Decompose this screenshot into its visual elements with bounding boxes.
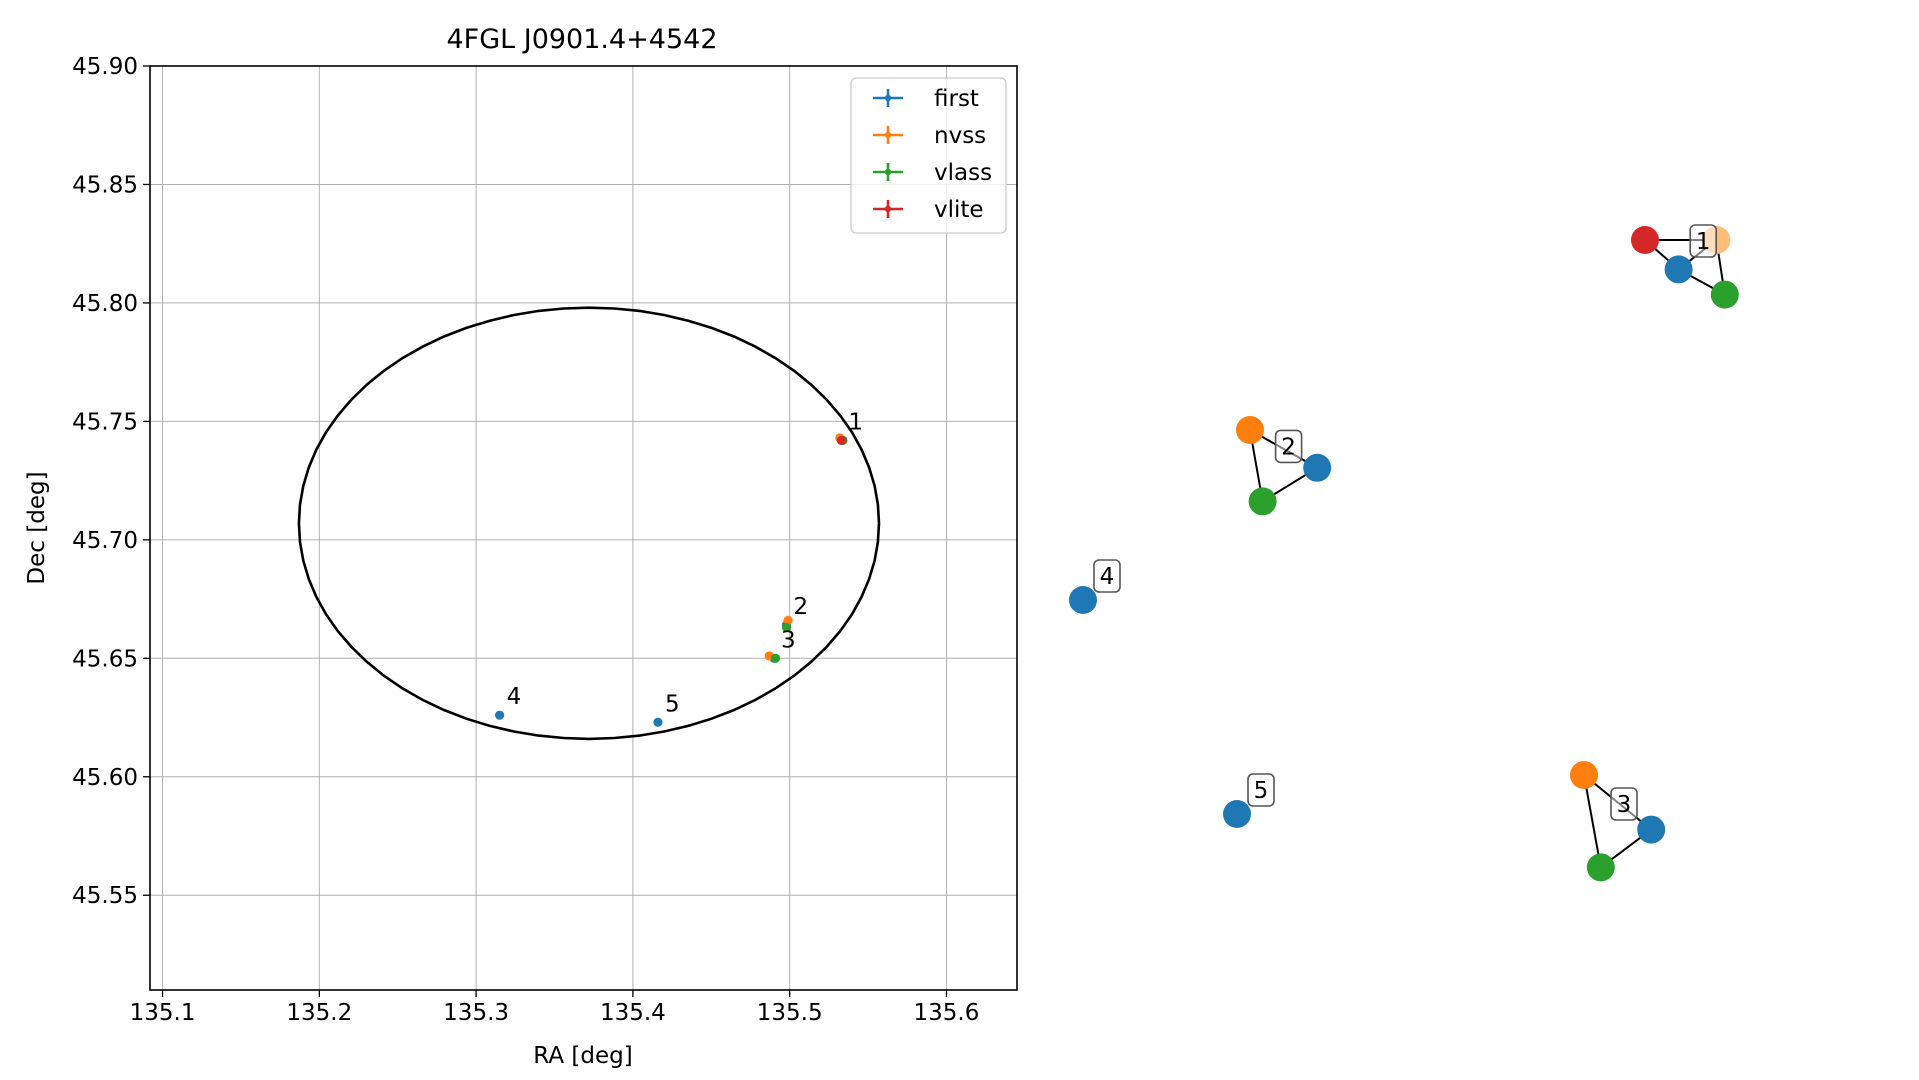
network-node (1303, 453, 1332, 482)
legend-box (850, 77, 1007, 234)
legend: first nvss vlass vlite (850, 77, 1007, 234)
network-edges (1249, 239, 1726, 869)
y-tick-label: 45.75 (72, 409, 138, 435)
network-node (1069, 586, 1097, 614)
source-label-1: 1 (848, 409, 863, 435)
point-first (653, 717, 663, 727)
source-label-3: 3 (781, 627, 796, 653)
point-vlass (781, 622, 792, 633)
localization-ellipse (297, 306, 881, 741)
x-tick-label: 135.1 (130, 1000, 196, 1026)
network-label-box (1274, 429, 1303, 464)
legend-label-first: first (934, 86, 979, 112)
x-tick-label: 135.2 (286, 1000, 352, 1026)
network-label: 2 (1281, 434, 1296, 460)
legend-entries: first nvss vlass vlite (873, 86, 992, 223)
network-label: 4 (1100, 564, 1115, 590)
y-axis-label: Dec [deg] (24, 471, 50, 584)
localization-ellipse-outline (297, 306, 881, 741)
legend-marker-vlass (884, 168, 892, 176)
y-tick-label: 45.90 (72, 54, 138, 80)
network-node (1637, 815, 1666, 844)
point-nvss (783, 615, 793, 626)
y-tick-label: 45.80 (72, 291, 138, 317)
network-label-box (1610, 787, 1638, 821)
chart-title: 4FGL J0901.4+4542 (446, 24, 717, 55)
x-tick-label: 135.4 (600, 1000, 666, 1026)
source-label-4: 4 (507, 684, 522, 710)
y-tick-label: 45.65 (72, 646, 138, 672)
point-vlass (770, 653, 781, 663)
network-node (1248, 487, 1277, 516)
point-first (495, 710, 505, 720)
legend-label-nvss: nvss (934, 123, 986, 149)
y-tick-label: 45.85 (72, 172, 138, 198)
x-axis-ticks: 135.1 135.2 135.3 135.4 135.5 135.6 (130, 990, 980, 1026)
plot-frame (149, 65, 1018, 991)
y-axis-ticks: 45.55 45.60 45.65 45.70 45.75 45.80 45.85 45.90 (72, 54, 150, 909)
legend-marker-nvss (884, 131, 892, 139)
x-axis-label: RA [deg] (533, 1043, 632, 1069)
network-label-box (1247, 773, 1275, 807)
network-nodes (1069, 226, 1739, 882)
y-tick-label: 45.60 (72, 765, 138, 791)
x-tick-label: 135.5 (757, 1000, 823, 1026)
y-tick-label: 45.70 (72, 528, 138, 554)
network-node (1631, 226, 1659, 254)
source-label-5: 5 (665, 691, 680, 717)
y-tick-label: 45.55 (72, 883, 138, 909)
network-node (1586, 853, 1615, 882)
network-label-box (1689, 224, 1717, 258)
source-label-2: 2 (794, 594, 809, 620)
legend-marker-first (884, 94, 892, 102)
network-label-box (1093, 559, 1121, 593)
x-tick-label: 135.6 (914, 1000, 980, 1026)
x-tick-label: 135.3 (443, 1000, 509, 1026)
network-label: 1 (1696, 229, 1711, 255)
network-node (1710, 280, 1739, 309)
network-node (1236, 416, 1264, 444)
network-edge (1583, 774, 1602, 868)
network-node (1570, 761, 1598, 789)
data-points (495, 433, 848, 727)
legend-marker-vlite (884, 205, 892, 213)
legend-label-vlite: vlite (934, 197, 984, 223)
network-node (1223, 800, 1251, 828)
point-labels: 1 2 3 4 5 (507, 409, 863, 717)
legend-label-vlass: vlass (934, 160, 992, 186)
network-node (1664, 255, 1693, 284)
network-label: 5 (1254, 778, 1269, 804)
network-label: 3 (1617, 792, 1632, 818)
point-vlite (836, 435, 847, 445)
network-labels: 1 2 3 4 5 (1093, 224, 1717, 821)
